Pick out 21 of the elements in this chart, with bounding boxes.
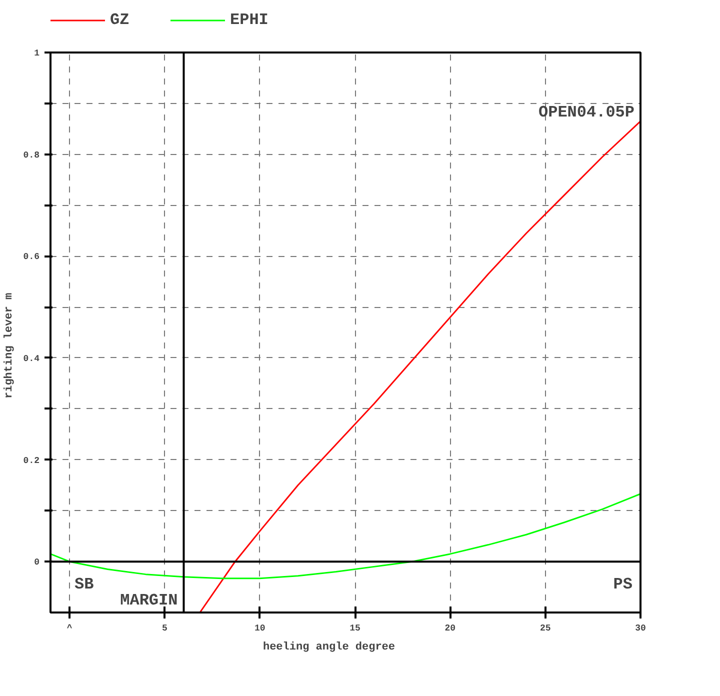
x-tick-label: 15 — [350, 624, 360, 634]
y-tick-label: 0.8 — [23, 150, 40, 160]
y-tick-label: 0.6 — [23, 252, 40, 262]
y-tick-label: 0.4 — [23, 354, 40, 364]
legend-label: EPHI — [230, 11, 268, 29]
x-tick-label: 5 — [162, 624, 168, 634]
ref-line-label: OPEN04.05P — [538, 104, 634, 122]
x-tick-label: 10 — [254, 624, 266, 634]
y-axis-title: righting lever m — [3, 292, 16, 399]
y-tick-label: 0 — [34, 558, 40, 568]
y-tick-label: 1 — [34, 48, 40, 58]
ref-line-label: MARGIN — [120, 592, 178, 610]
x-tick-label: 25 — [540, 624, 551, 634]
annotation: PS — [613, 576, 633, 594]
x-tick-label: ^ — [66, 624, 73, 634]
x-axis-title: heeling angle degree — [262, 642, 396, 654]
x-tick-label: 20 — [444, 624, 456, 634]
x-tick-label: 30 — [635, 624, 646, 634]
legend-label: GZ — [110, 11, 130, 29]
annotation: SB — [74, 576, 94, 594]
y-tick-label: 0.2 — [23, 456, 40, 466]
